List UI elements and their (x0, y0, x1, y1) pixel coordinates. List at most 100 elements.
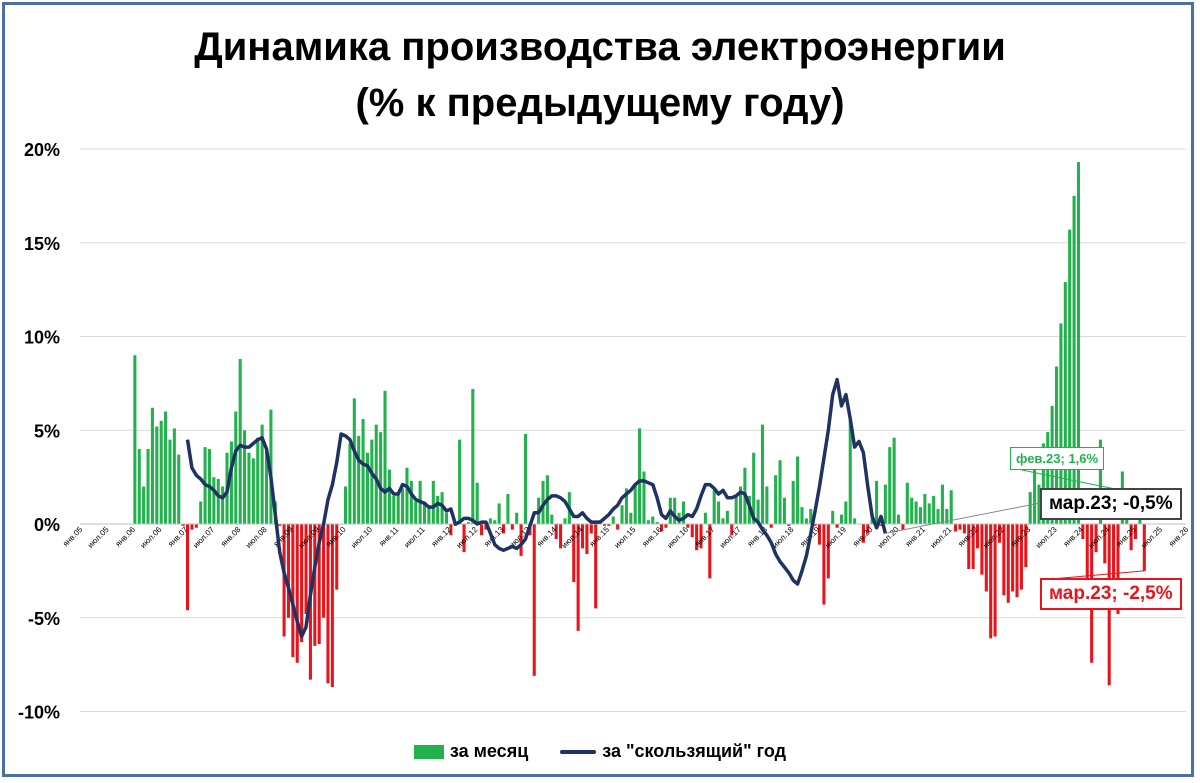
bar (436, 495, 440, 524)
x-tick-label: июл.10 (349, 525, 374, 550)
x-tick-label: июл.07 (191, 525, 216, 550)
y-tick-label: 0% (34, 515, 60, 535)
bar (422, 501, 427, 524)
bar (229, 441, 233, 524)
bar (1129, 524, 1133, 551)
bar (159, 420, 163, 524)
bar (721, 518, 725, 524)
bar (646, 520, 650, 524)
bar (831, 510, 835, 524)
bar (370, 439, 374, 524)
bar (501, 524, 506, 534)
bar (1068, 229, 1072, 524)
bar (168, 439, 172, 524)
bar (1098, 439, 1102, 524)
bar (927, 503, 931, 524)
bar (774, 475, 778, 524)
bar (199, 501, 203, 524)
bar (1046, 432, 1050, 524)
bar (554, 524, 558, 539)
bar (879, 524, 883, 526)
bar (326, 524, 330, 684)
y-tick-label: -5% (28, 609, 60, 629)
bar (488, 518, 492, 524)
bar (576, 524, 580, 631)
bar (1028, 492, 1032, 524)
gridlines (80, 148, 1186, 712)
bar (146, 449, 150, 524)
bar (817, 524, 822, 545)
bar (901, 524, 905, 530)
bar (1133, 524, 1138, 539)
bar (734, 495, 738, 524)
legend-label-monthly: за месяц (449, 741, 529, 761)
x-tick-label: июл.05 (86, 525, 111, 550)
bar (918, 507, 923, 524)
bar (712, 490, 716, 524)
x-tick-label: янв.08 (219, 525, 243, 549)
bar (164, 411, 168, 524)
bar (322, 524, 326, 618)
bar (295, 524, 299, 663)
bar (589, 524, 593, 534)
bar (971, 524, 975, 569)
bar (475, 482, 479, 524)
bar (300, 524, 304, 643)
y-tick-label: 15% (24, 234, 60, 254)
y-axis: 20% 15% 10% 5% 0% -5% -10% (18, 140, 60, 723)
bar (1063, 282, 1067, 524)
bar (444, 512, 449, 524)
bar (247, 452, 251, 524)
bar (238, 359, 242, 524)
bar (216, 479, 220, 524)
bar (782, 497, 786, 524)
bar (835, 524, 839, 528)
bar (975, 524, 980, 549)
bar (659, 524, 664, 532)
bar (1019, 524, 1023, 590)
bar (1112, 524, 1116, 584)
bar (335, 524, 339, 590)
bar (427, 505, 431, 524)
bar (243, 430, 247, 524)
x-tick-label: июл.21 (929, 525, 954, 550)
x-tick-label: июл.16 (665, 525, 690, 550)
bar (515, 512, 519, 524)
rolling-year-path (185, 377, 888, 639)
bar (142, 486, 146, 524)
leader-mar-line (885, 502, 1041, 534)
callout-mar23-line: мар.23; -0,5% (1040, 488, 1182, 520)
bar (387, 469, 391, 524)
bar (1059, 323, 1063, 524)
bar (172, 428, 176, 524)
bar (405, 467, 409, 524)
bar (523, 434, 528, 524)
bar (936, 509, 940, 524)
bar (286, 524, 291, 618)
bar (949, 490, 953, 524)
bar (730, 524, 734, 536)
bar (980, 524, 984, 575)
bar (756, 499, 760, 524)
bar (519, 524, 523, 556)
legend-item-monthly: за месяц (413, 741, 529, 762)
bar (681, 501, 686, 524)
y-tick-label: -10% (18, 703, 60, 723)
bar (401, 488, 405, 524)
bar (431, 480, 435, 524)
bar (686, 524, 690, 528)
chart-subtitle: (% к предыдущему году) (355, 81, 845, 125)
bar (914, 501, 918, 524)
bar (708, 524, 712, 579)
bar (752, 452, 756, 524)
bar (1076, 162, 1081, 524)
bar (699, 524, 703, 549)
x-tick-label: янв.06 (114, 525, 138, 549)
bar (177, 454, 181, 524)
bar (185, 524, 190, 611)
y-tick-label: 5% (34, 421, 60, 441)
bar (379, 432, 383, 524)
y-tick-label: 10% (24, 328, 60, 348)
bar (896, 514, 901, 524)
